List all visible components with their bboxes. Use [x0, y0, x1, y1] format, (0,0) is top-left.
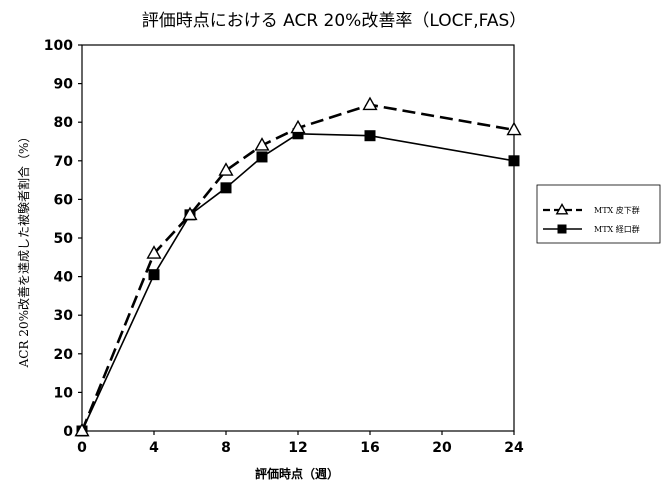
data-point-oral: [220, 182, 232, 194]
series-line-sc: [80, 103, 515, 432]
series-sc-group: [74, 96, 522, 437]
x-tick-label: 4: [149, 440, 159, 456]
legend-entries: MTX 皮下群 MTX 経口群: [543, 202, 640, 234]
y-tick-label: 10: [54, 385, 74, 401]
legend-marker: [557, 224, 567, 234]
y-tick-label: 0: [63, 424, 73, 440]
y-axis-ticks: 0 10 20 30 40 50 60 70 80 90 100: [44, 38, 82, 440]
series-line-oral: [81, 132, 515, 432]
y-tick-label: 20: [54, 347, 74, 363]
x-tick-label: 20: [432, 440, 452, 456]
data-point-sc: [218, 162, 234, 176]
data-point-oral: [508, 155, 520, 167]
x-tick-label: 16: [360, 440, 379, 456]
y-tick-label: 100: [44, 38, 73, 54]
data-point-oral: [364, 130, 376, 142]
x-tick-label: 0: [77, 440, 87, 456]
y-tick-label: 80: [54, 115, 74, 131]
y-tick-label: 40: [54, 270, 74, 286]
data-point-sc: [182, 206, 198, 221]
y-tick-label: 30: [54, 308, 74, 324]
x-axis-ticks: 0 4 8 12 16 20 24: [77, 431, 524, 456]
data-point-sc: [290, 119, 306, 134]
legend-label: MTX 経口群: [594, 224, 640, 234]
data-point-sc: [254, 137, 270, 151]
x-tick-label: 24: [504, 440, 524, 456]
chart-title: 評価時点における ACR 20%改善率（LOCF,FAS）: [142, 11, 527, 31]
x-tick-label: 12: [288, 440, 307, 456]
y-axis-label: ACR 20%改善を達成した被験者割合（%）: [16, 131, 31, 369]
series-oral-group: [76, 128, 520, 437]
legend-label: MTX 皮下群: [594, 205, 640, 215]
y-tick-label: 70: [54, 154, 74, 170]
y-tick-label: 50: [54, 231, 74, 247]
y-tick-label: 60: [54, 192, 74, 208]
legend: MTX 皮下群 MTX 経口群: [536, 184, 661, 244]
data-point-sc: [362, 96, 378, 111]
series-layer: [74, 96, 522, 437]
data-point-sc: [146, 245, 162, 259]
data-point-sc: [506, 121, 522, 136]
data-point-sc: [74, 422, 90, 437]
plot-frame: [81, 44, 515, 432]
data-point-oral: [256, 151, 268, 163]
data-point-oral: [148, 269, 160, 281]
x-tick-label: 8: [221, 440, 231, 456]
y-tick-label: 90: [54, 77, 74, 93]
legend-marker: [555, 202, 569, 215]
x-axis-label: 評価時点（週）: [255, 466, 339, 481]
